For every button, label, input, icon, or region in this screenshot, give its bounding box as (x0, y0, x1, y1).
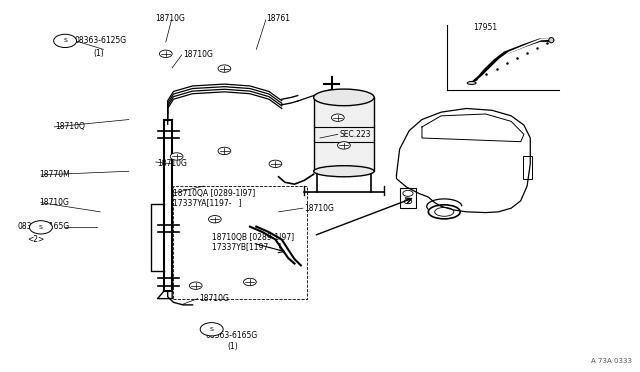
Circle shape (332, 114, 344, 121)
Text: 18710G: 18710G (40, 198, 70, 207)
Text: 17337YB[1197-   ]: 17337YB[1197- ] (212, 243, 281, 251)
Ellipse shape (467, 81, 476, 84)
Text: S: S (63, 38, 67, 44)
Text: 18710QA [0289-1I97]: 18710QA [0289-1I97] (173, 189, 256, 198)
Circle shape (209, 215, 221, 223)
Circle shape (269, 160, 282, 167)
Text: 17951: 17951 (473, 23, 497, 32)
Text: S: S (39, 225, 43, 230)
Circle shape (189, 282, 202, 289)
Ellipse shape (314, 166, 374, 177)
Circle shape (29, 221, 52, 234)
Circle shape (170, 153, 183, 160)
Text: A 73A 0333: A 73A 0333 (591, 358, 632, 364)
Circle shape (200, 323, 223, 336)
Text: 08363-6165G: 08363-6165G (17, 222, 70, 231)
Circle shape (337, 142, 350, 149)
Bar (523, 157, 532, 179)
Circle shape (218, 147, 231, 155)
Bar (400, 188, 415, 208)
Text: 08363-6125G: 08363-6125G (75, 36, 127, 45)
Text: 18761: 18761 (266, 13, 290, 22)
Ellipse shape (548, 38, 554, 43)
Text: 18710G: 18710G (183, 51, 213, 60)
Text: S: S (210, 327, 214, 332)
Text: SEC.223: SEC.223 (339, 130, 371, 139)
Circle shape (244, 278, 256, 286)
Text: 17337YA[1197-   ]: 17337YA[1197- ] (173, 198, 242, 207)
Ellipse shape (314, 89, 374, 106)
Text: 18710QB [0289-1I97]: 18710QB [0289-1I97] (212, 233, 294, 242)
Circle shape (218, 65, 231, 72)
Text: 18710Q: 18710Q (56, 122, 85, 131)
Text: 18770M: 18770M (40, 170, 70, 179)
Text: (1): (1) (228, 342, 238, 351)
Text: 18710G: 18710G (156, 13, 185, 22)
Bar (314, 97, 374, 171)
Text: 18710G: 18710G (304, 203, 334, 213)
Text: 18710G: 18710G (199, 294, 229, 303)
Circle shape (54, 34, 77, 48)
Text: 18710G: 18710G (157, 159, 188, 169)
Circle shape (159, 50, 172, 58)
Text: <2>: <2> (27, 235, 44, 244)
Text: 08363-6165G: 08363-6165G (205, 331, 257, 340)
Text: (1): (1) (94, 49, 104, 58)
